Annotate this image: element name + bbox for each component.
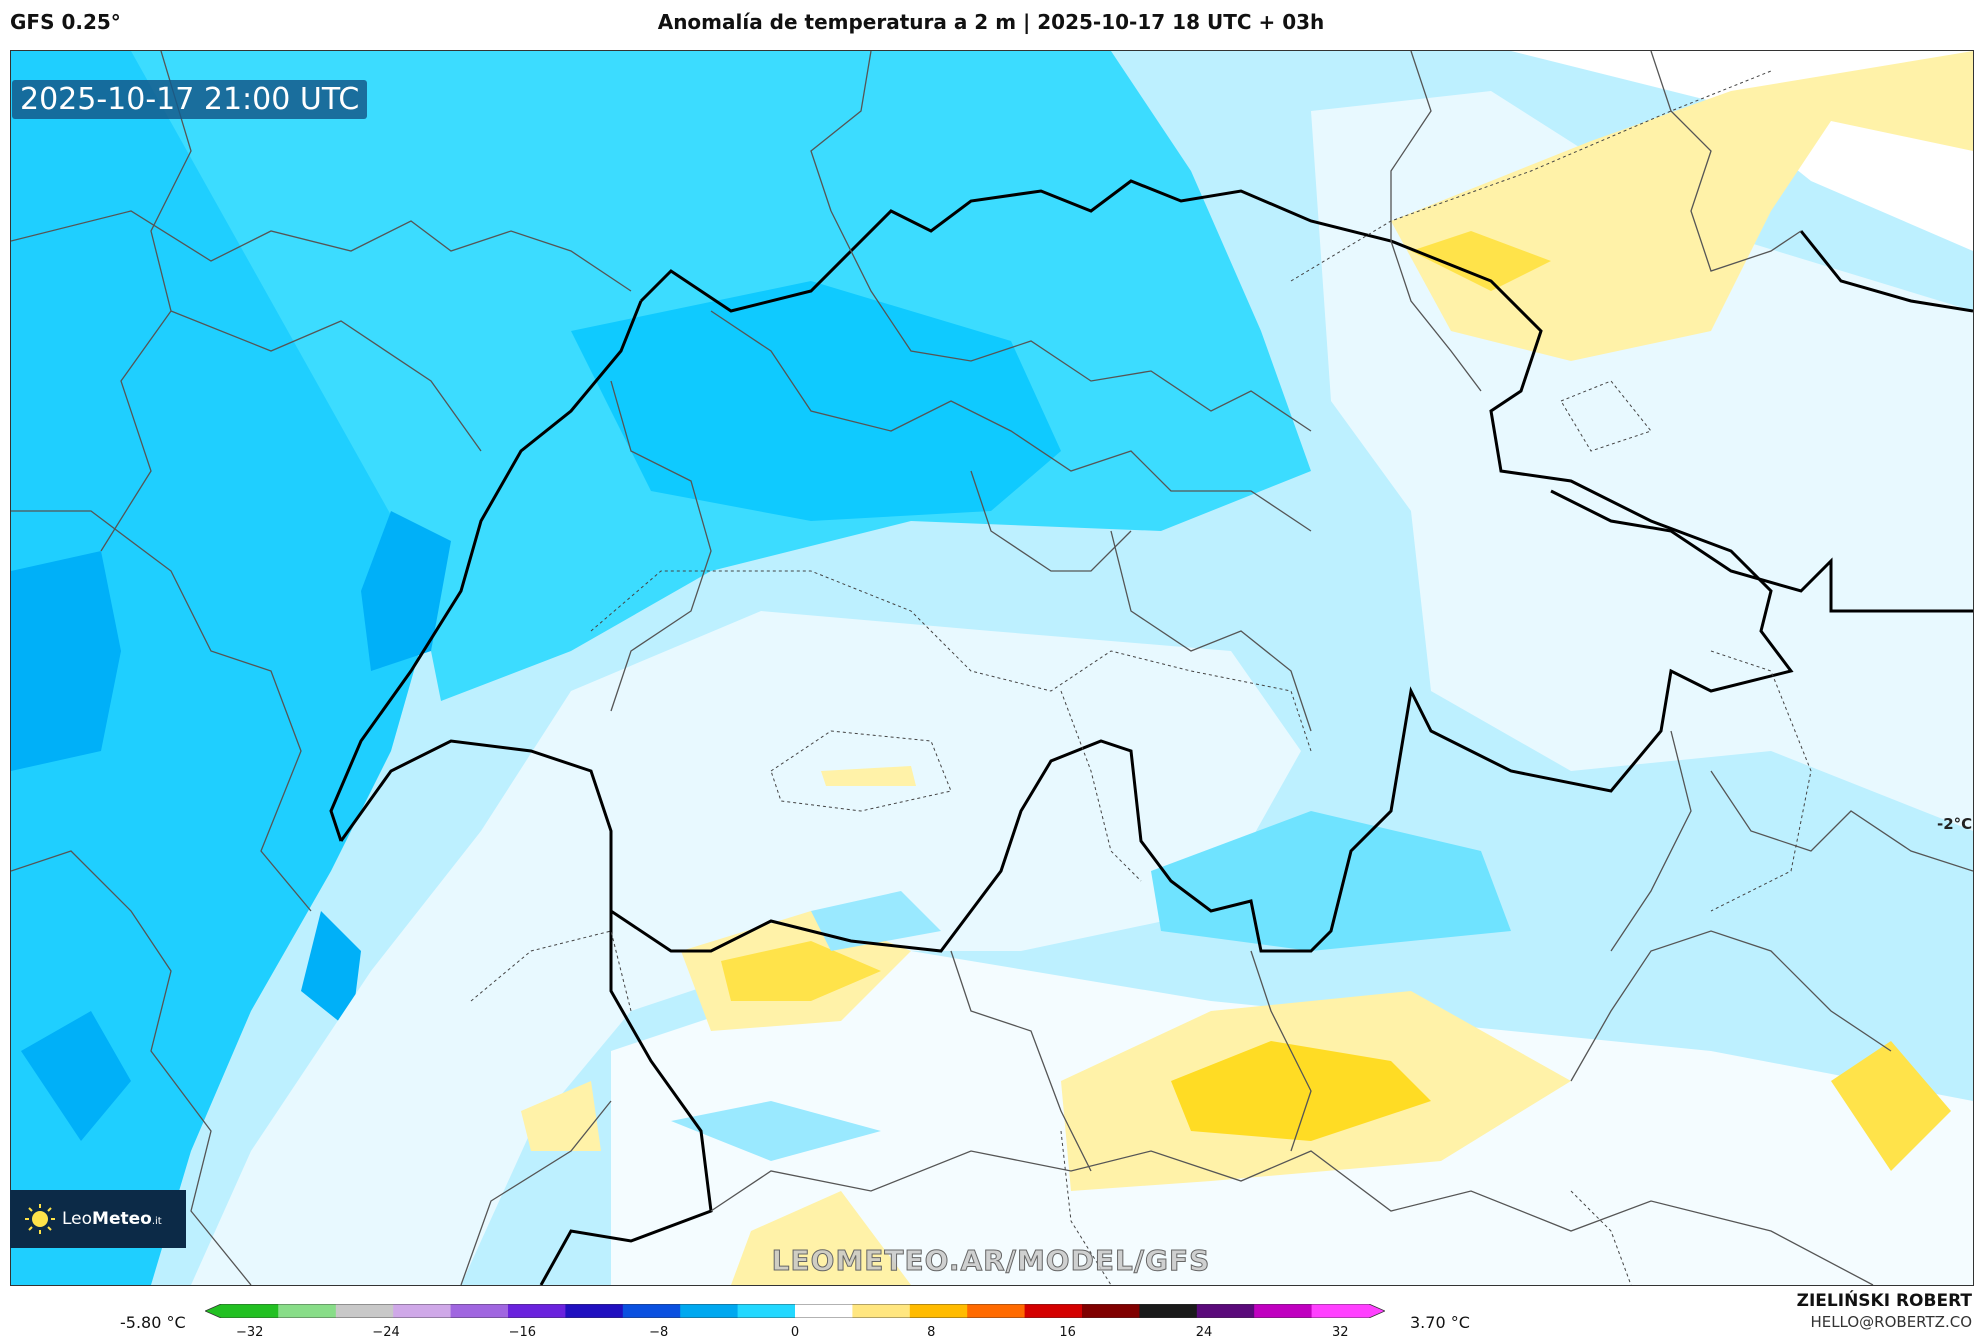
colorbar-segment — [967, 1304, 1026, 1318]
country-border-east — [1799, 230, 1973, 313]
colorbar-segment — [622, 1304, 681, 1318]
warm-small — [821, 766, 916, 786]
colorbar-segment — [1311, 1304, 1385, 1318]
model-label: GFS 0.25° — [10, 10, 121, 34]
cool-pocket-2 — [811, 891, 941, 951]
temperature-colorbar — [205, 1304, 1385, 1318]
warm-region-south-3 — [731, 1191, 911, 1285]
colorbar-segment — [335, 1304, 394, 1318]
colorbar-tick-label: 16 — [1059, 1325, 1076, 1340]
colorbar-tick-label: 32 — [1332, 1325, 1349, 1340]
colorbar-segment — [1196, 1304, 1255, 1318]
colorbar-segment — [1082, 1304, 1140, 1318]
author-email[interactable]: HELLO@ROBERTZ.CO — [1810, 1313, 1972, 1331]
colorbar-segment — [737, 1304, 796, 1318]
country-border-lake — [339, 739, 613, 911]
warm-core-south-1 — [721, 941, 881, 1001]
colorbar-tick-label: 0 — [790, 1325, 800, 1340]
warm-region-east — [1831, 1041, 1951, 1171]
map-title: Anomalía de temperatura a 2 m | 2025-10-… — [657, 10, 1325, 34]
cold-core-4 — [21, 1011, 131, 1141]
country-border-east-2 — [1550, 489, 1973, 613]
country-border-west — [329, 300, 643, 842]
logo-text: LeoMeteo.it — [62, 1209, 162, 1229]
cold-region-center — [571, 281, 1061, 521]
colorbar-segment — [795, 1304, 853, 1318]
warm-small-2 — [521, 1081, 601, 1151]
colorbar-segment — [852, 1304, 911, 1318]
colorbar-segment — [1254, 1304, 1313, 1318]
cool-pocket-center — [1151, 811, 1511, 951]
colorbar-tick-label: −32 — [235, 1325, 264, 1340]
colorbar-segment — [909, 1304, 968, 1318]
map-area[interactable]: -2°C — [10, 50, 1974, 1286]
sun-icon — [25, 1204, 55, 1234]
warm-core-northeast — [1411, 231, 1551, 291]
colorbar-segment — [205, 1304, 279, 1318]
valid-time-badge: 2025-10-17 21:00 UTC — [12, 80, 368, 119]
legend-max-value: 3.70 °C — [1410, 1313, 1470, 1332]
cold-core-1 — [11, 551, 121, 771]
colorbar-segment — [450, 1304, 509, 1318]
colorbar-tick-label: −16 — [508, 1325, 537, 1340]
colorbar-tick-label: −24 — [372, 1325, 400, 1340]
colorbar-tick-label: −8 — [649, 1325, 669, 1340]
colorbar-segment — [393, 1304, 452, 1318]
colorbar-segment — [1024, 1304, 1083, 1318]
contour-temperature-label: -2°C — [1937, 815, 1973, 833]
cool-pocket-3 — [671, 1101, 881, 1161]
leometeo-logo[interactable]: LeoMeteo.it — [10, 1190, 186, 1248]
temperature-anomaly-map — [11, 51, 1973, 1285]
warm-core-south-2 — [1171, 1041, 1431, 1141]
colorbar-segment — [508, 1304, 566, 1318]
colorbar-tick-label: 24 — [1195, 1325, 1213, 1340]
country-border-main — [539, 179, 1794, 1285]
site-watermark: LEOMETEO.AR/MODEL/GFS — [771, 1244, 1211, 1278]
colorbar-segment — [565, 1304, 624, 1318]
contour-lines — [470, 70, 1812, 1285]
legend-min-value: -5.80 °C — [120, 1313, 186, 1332]
colorbar-segment — [1139, 1304, 1198, 1318]
regional-borders — [11, 51, 1973, 1285]
author-name: ZIELIŃSKI ROBERT — [1796, 1291, 1972, 1311]
colorbar-tick-label: 8 — [927, 1325, 936, 1340]
warm-region-northeast — [1391, 51, 1973, 361]
cold-core-2 — [361, 511, 451, 671]
colorbar-segment — [278, 1304, 337, 1318]
colorbar-segment — [680, 1304, 739, 1318]
cold-core-3 — [301, 911, 361, 1031]
